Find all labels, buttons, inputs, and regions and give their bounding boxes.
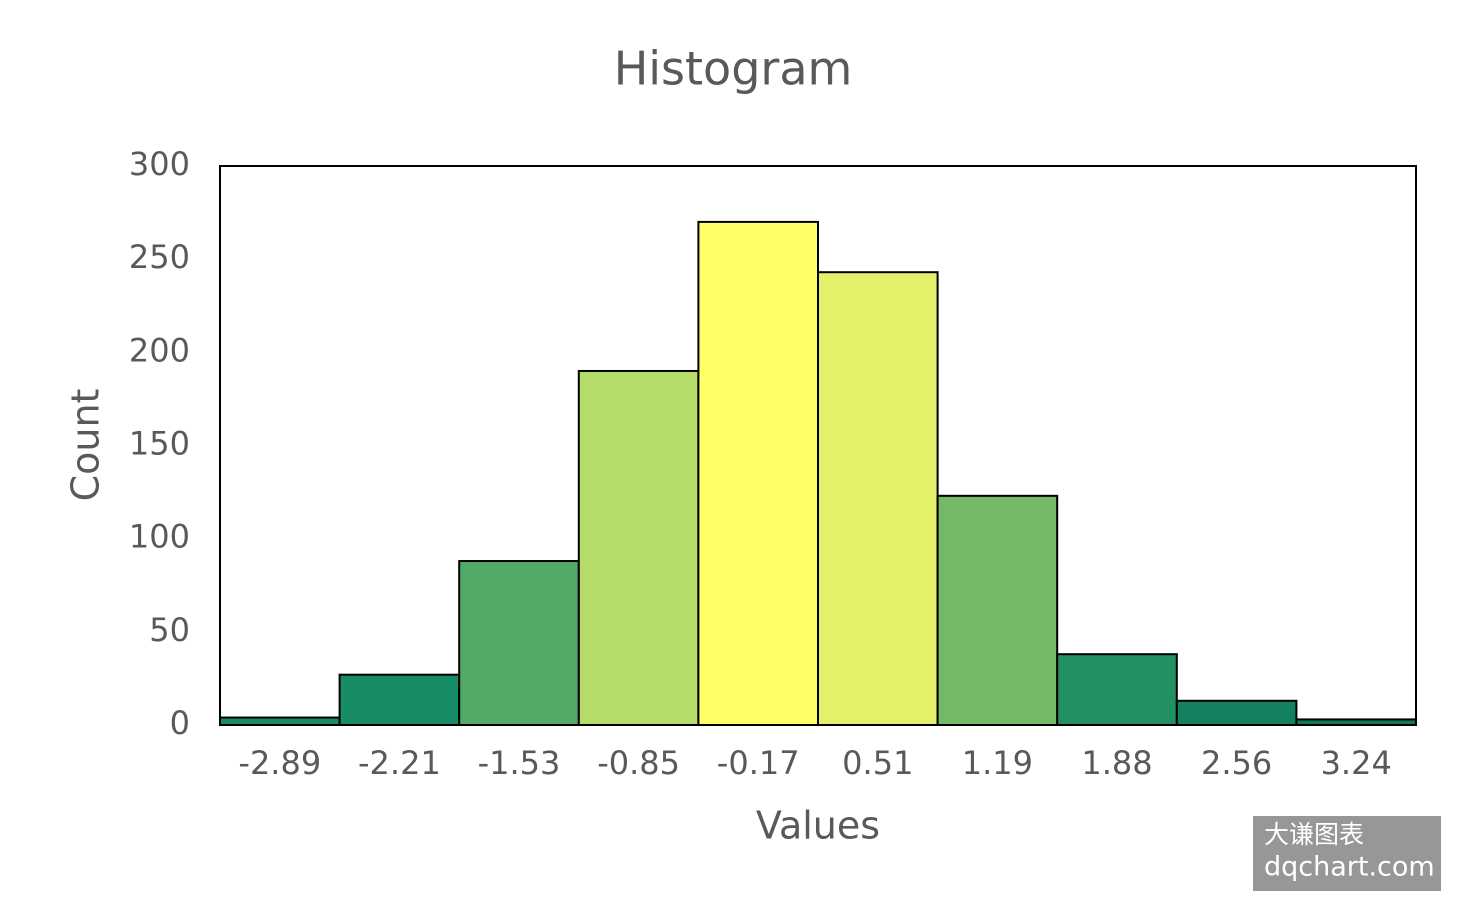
x-tick-label: -0.17 — [717, 744, 800, 782]
x-tick-label: 0.51 — [842, 744, 913, 782]
x-tick-label: 2.56 — [1201, 744, 1272, 782]
chart-title: Histogram — [614, 42, 853, 96]
bar — [936, 494, 1059, 726]
y-tick-label: 100 — [129, 518, 190, 556]
x-tick-label: 1.88 — [1081, 744, 1152, 782]
bar — [697, 220, 820, 726]
bar — [817, 271, 939, 726]
watermark-text: 大谦图表 — [1264, 820, 1364, 849]
bar — [1175, 699, 1298, 727]
x-tick-label: -2.89 — [238, 744, 321, 782]
bar — [338, 673, 461, 727]
y-tick-label: 50 — [149, 611, 190, 649]
watermark-box — [1253, 816, 1441, 891]
y-tick-label: 150 — [129, 425, 190, 463]
y-axis-label: Count — [64, 389, 108, 502]
y-tick-label: 200 — [129, 331, 190, 369]
watermark: 大谦图表 dqchart.com — [1253, 816, 1441, 891]
bar — [577, 369, 700, 726]
x-axis-label: Values — [756, 804, 880, 848]
x-tick-label: -1.53 — [478, 744, 561, 782]
x-tick-label: -2.21 — [358, 744, 441, 782]
y-tick-label: 250 — [129, 238, 190, 276]
watermark-text: dqchart.com — [1264, 852, 1435, 883]
bar — [458, 560, 580, 726]
x-tick-label: 1.19 — [962, 744, 1033, 782]
bar — [1056, 653, 1178, 727]
y-tick-label: 0 — [170, 704, 190, 742]
bar — [1295, 718, 1418, 726]
bar — [219, 716, 341, 727]
x-tick-label: 3.24 — [1321, 744, 1392, 782]
y-tick-label: 300 — [129, 145, 190, 183]
x-tick-label: -0.85 — [597, 744, 680, 782]
